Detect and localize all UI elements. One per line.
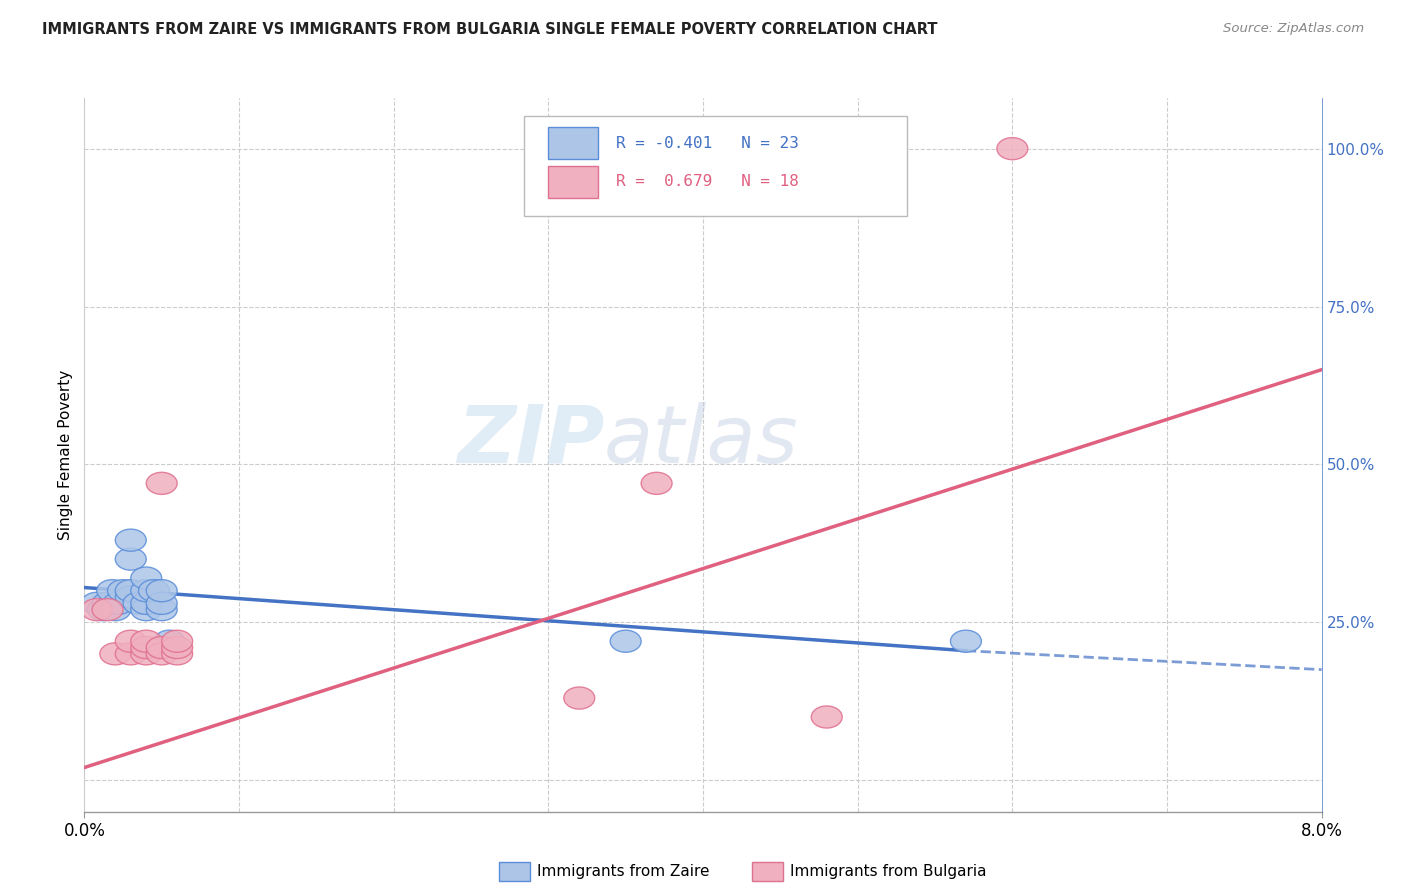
Ellipse shape	[100, 643, 131, 665]
Ellipse shape	[131, 580, 162, 602]
Ellipse shape	[97, 580, 128, 602]
Ellipse shape	[564, 687, 595, 709]
Ellipse shape	[115, 529, 146, 551]
Ellipse shape	[131, 637, 162, 658]
Text: ZIP: ZIP	[457, 401, 605, 480]
Ellipse shape	[131, 643, 162, 665]
FancyBboxPatch shape	[523, 116, 907, 216]
Bar	[548, 166, 598, 198]
Ellipse shape	[115, 643, 146, 665]
Text: Immigrants from Bulgaria: Immigrants from Bulgaria	[790, 864, 987, 879]
Ellipse shape	[641, 472, 672, 494]
Ellipse shape	[131, 592, 162, 615]
Ellipse shape	[131, 567, 162, 589]
Ellipse shape	[93, 592, 124, 615]
Ellipse shape	[108, 580, 139, 602]
Text: R =  0.679   N = 18: R = 0.679 N = 18	[616, 174, 799, 189]
Text: Source: ZipAtlas.com: Source: ZipAtlas.com	[1223, 22, 1364, 36]
Text: IMMIGRANTS FROM ZAIRE VS IMMIGRANTS FROM BULGARIA SINGLE FEMALE POVERTY CORRELAT: IMMIGRANTS FROM ZAIRE VS IMMIGRANTS FROM…	[42, 22, 938, 37]
Ellipse shape	[100, 599, 131, 621]
Ellipse shape	[103, 592, 134, 615]
Ellipse shape	[146, 643, 177, 665]
Ellipse shape	[811, 706, 842, 728]
Ellipse shape	[146, 637, 177, 658]
Ellipse shape	[93, 599, 124, 621]
Text: R = -0.401   N = 23: R = -0.401 N = 23	[616, 136, 799, 151]
Ellipse shape	[950, 630, 981, 652]
Ellipse shape	[162, 630, 193, 652]
Ellipse shape	[115, 630, 146, 652]
Ellipse shape	[115, 586, 146, 608]
Ellipse shape	[131, 599, 162, 621]
Text: atlas: atlas	[605, 401, 799, 480]
Ellipse shape	[139, 580, 170, 602]
Y-axis label: Single Female Poverty: Single Female Poverty	[58, 370, 73, 540]
Ellipse shape	[997, 137, 1028, 160]
Bar	[548, 127, 598, 159]
Ellipse shape	[146, 599, 177, 621]
Ellipse shape	[115, 548, 146, 570]
Ellipse shape	[124, 592, 155, 615]
Ellipse shape	[131, 630, 162, 652]
Ellipse shape	[162, 643, 193, 665]
Ellipse shape	[87, 599, 118, 621]
Ellipse shape	[146, 472, 177, 494]
Ellipse shape	[146, 592, 177, 615]
Ellipse shape	[115, 580, 146, 602]
Text: Immigrants from Zaire: Immigrants from Zaire	[537, 864, 710, 879]
Ellipse shape	[610, 630, 641, 652]
Ellipse shape	[146, 580, 177, 602]
Ellipse shape	[82, 592, 112, 615]
Ellipse shape	[155, 630, 186, 652]
Ellipse shape	[82, 599, 112, 621]
Ellipse shape	[162, 637, 193, 658]
